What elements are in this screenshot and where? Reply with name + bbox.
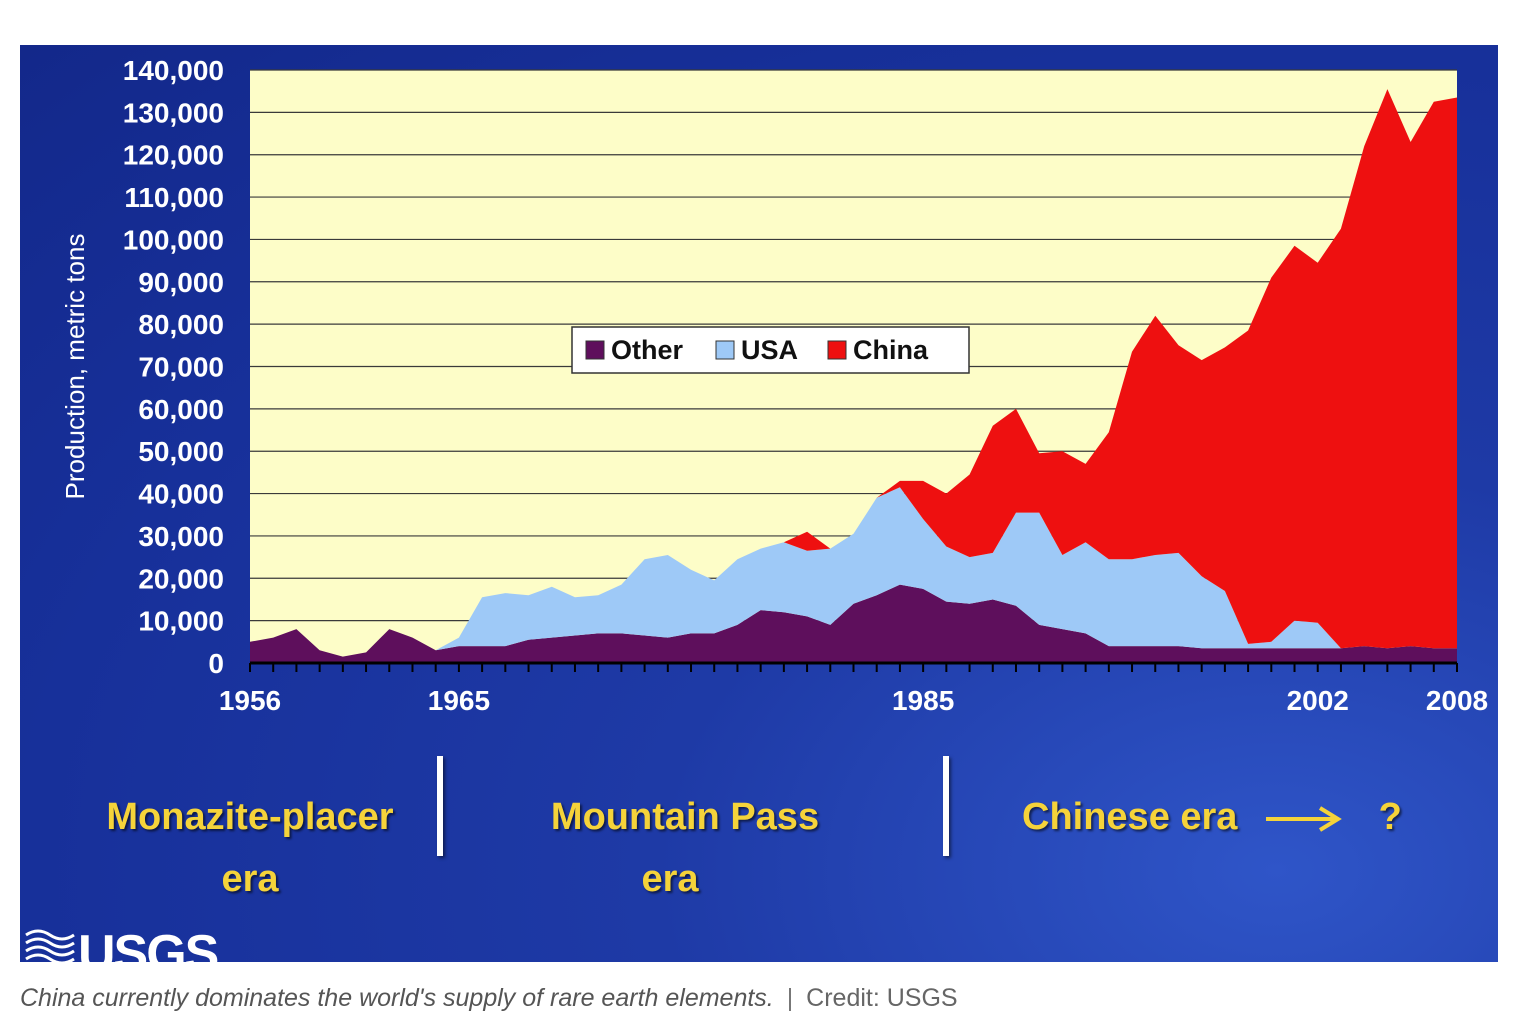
x-tick-label: 1965 (428, 685, 490, 716)
y-tick-label: 90,000 (138, 267, 224, 298)
y-tick-label: 110,000 (124, 182, 224, 213)
legend-box (571, 326, 970, 374)
legend-swatch-china (827, 340, 847, 360)
production-chart: 0 10,000 20,000 30,000 40,000 50,000 60,000 70,… (60, 55, 1488, 716)
legend-swatch-usa (715, 340, 735, 360)
era-divider-1 (437, 756, 443, 856)
chart-slide: 0 10,000 20,000 30,000 40,000 50,000 60,000 70,… (20, 45, 1498, 962)
caption-text: China currently dominates the world's su… (20, 984, 774, 1012)
area-other (250, 584, 1457, 663)
area-china (250, 89, 1457, 657)
usgs-logo: USGS (22, 915, 262, 962)
y-tick-label: 40,000 (138, 479, 224, 510)
era-chinese: Chinese era ? (1022, 786, 1442, 848)
caption-separator: | (786, 984, 794, 1012)
usgs-logo-text: USGS (78, 925, 218, 962)
y-tick-label: 50,000 (138, 436, 224, 467)
era-monazite-line2: era (221, 858, 279, 900)
y-tick-label: 120,000 (123, 140, 224, 171)
caption-credit: Credit: USGS (806, 984, 958, 1012)
legend-label-other: Other (611, 335, 684, 365)
era-mountain-pass-line1: Mountain Pass (550, 796, 820, 838)
data-areas (250, 89, 1457, 663)
legend-swatch-other (585, 340, 605, 360)
x-tick-label: 2002 (1287, 685, 1349, 716)
y-tick-label: 140,000 (123, 55, 224, 86)
x-tick-label: 1956 (219, 685, 281, 716)
era-monazite: Monazite-placer era (80, 786, 420, 910)
y-tick-label: 20,000 (138, 563, 224, 594)
y-tick-label: 80,000 (138, 309, 224, 340)
legend-label-usa: USA (741, 335, 798, 365)
image-caption: China currently dominates the world's su… (20, 984, 958, 1013)
y-tick-label: 30,000 (138, 521, 224, 552)
axes: 0 10,000 20,000 30,000 40,000 50,000 60,000 70,… (123, 55, 1488, 716)
era-question-mark: ? (1378, 796, 1402, 838)
y-tick-label: 10,000 (138, 606, 224, 637)
era-monazite-line1: Monazite-placer (106, 796, 394, 838)
y-tick-label: 0 (208, 648, 224, 679)
gridlines (250, 69, 1457, 664)
x-tick-label: 2008 (1426, 685, 1488, 716)
y-tick-label: 70,000 (138, 352, 224, 383)
x-tick-label: 1985 (892, 685, 954, 716)
y-tick-label: 100,000 (123, 224, 224, 255)
y-tick-label: 60,000 (138, 394, 224, 425)
era-mountain-pass-line2: era (641, 858, 699, 900)
right-arrow-icon (1266, 806, 1342, 832)
usgs-wave-icon (25, 929, 75, 962)
era-mountain-pass: Mountain Pass era (515, 786, 855, 910)
y-axis-label: Production, metric tons (60, 234, 90, 500)
era-divider-2 (943, 756, 949, 856)
y-tick-label: 130,000 (123, 97, 224, 128)
legend-label-china: China (853, 335, 929, 365)
legend: Other USA China (571, 326, 970, 374)
era-chinese-label: Chinese era (1022, 796, 1238, 838)
area-usa (250, 487, 1457, 657)
